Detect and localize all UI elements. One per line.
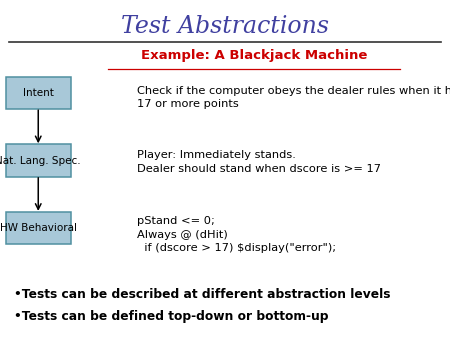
FancyBboxPatch shape [5, 77, 71, 109]
Text: Check if the computer obeys the dealer rules when it has
17 or more points: Check if the computer obeys the dealer r… [137, 86, 450, 110]
Text: Intent: Intent [23, 88, 54, 98]
FancyBboxPatch shape [5, 145, 71, 176]
Text: Nat. Lang. Spec.: Nat. Lang. Spec. [0, 155, 81, 166]
Text: Example: A Blackjack Machine: Example: A Blackjack Machine [141, 49, 368, 62]
Text: Test Abstractions: Test Abstractions [121, 15, 329, 38]
FancyBboxPatch shape [5, 212, 71, 244]
Text: pStand <= 0;
Always @ (dHit)
  if (dscore > 17) $display("error");: pStand <= 0; Always @ (dHit) if (dscore … [137, 216, 337, 253]
Text: •Tests can be defined top-down or bottom-up: •Tests can be defined top-down or bottom… [14, 310, 328, 323]
Text: Player: Immediately stands.
Dealer should stand when dscore is >= 17: Player: Immediately stands. Dealer shoul… [137, 150, 381, 174]
Text: •Tests can be described at different abstraction levels: •Tests can be described at different abs… [14, 288, 390, 301]
Text: HW Behavioral: HW Behavioral [0, 223, 77, 233]
